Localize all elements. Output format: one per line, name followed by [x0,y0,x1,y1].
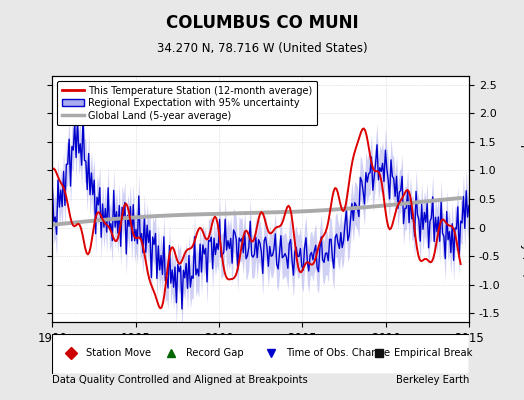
Text: Time of Obs. Change: Time of Obs. Change [286,348,390,358]
Text: COLUMBUS CO MUNI: COLUMBUS CO MUNI [166,14,358,32]
Legend: This Temperature Station (12-month average), Regional Expectation with 95% uncer: This Temperature Station (12-month avera… [57,81,318,126]
Text: 34.270 N, 78.716 W (United States): 34.270 N, 78.716 W (United States) [157,42,367,55]
Text: Record Gap: Record Gap [185,348,243,358]
Text: Berkeley Earth: Berkeley Earth [396,375,469,385]
Text: Empirical Break: Empirical Break [394,348,472,358]
FancyBboxPatch shape [52,334,469,374]
Text: Station Move: Station Move [86,348,151,358]
Text: Data Quality Controlled and Aligned at Breakpoints: Data Quality Controlled and Aligned at B… [52,375,308,385]
Y-axis label: Temperature Anomaly (°C): Temperature Anomaly (°C) [520,120,524,278]
